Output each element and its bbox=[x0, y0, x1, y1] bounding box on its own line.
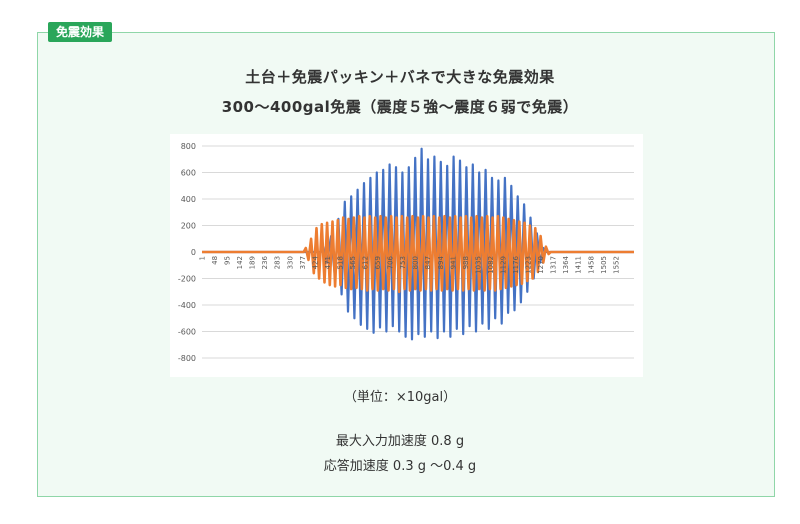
y-tick-label: 200 bbox=[181, 222, 196, 231]
x-tick-label: 1458 bbox=[587, 256, 595, 274]
y-tick-label: -400 bbox=[178, 301, 196, 310]
response-acceleration: 応答加速度 0.3 g 〜0.4 g bbox=[323, 459, 477, 474]
x-tick-label: 330 bbox=[286, 256, 294, 269]
x-tick-label: 95 bbox=[224, 256, 232, 265]
y-tick-label: 0 bbox=[191, 248, 196, 257]
y-tick-label: -800 bbox=[178, 354, 196, 363]
x-tick-label: 894 bbox=[437, 255, 445, 269]
x-tick-label: 1270 bbox=[537, 256, 545, 274]
x-tick-label: 1505 bbox=[600, 256, 608, 274]
acceleration-chart: 800 600 400 200 0 -200 -400 -600 -800 1 48 95 142 18… bbox=[170, 134, 643, 377]
x-tick-label: 1552 bbox=[612, 256, 620, 274]
x-tick-label: 48 bbox=[211, 256, 219, 265]
y-tick-label: 800 bbox=[181, 142, 196, 151]
chart-series bbox=[202, 147, 634, 341]
x-tick-label: 565 bbox=[349, 256, 357, 269]
x-tick-label: 941 bbox=[449, 256, 457, 269]
x-tick-label: 377 bbox=[299, 256, 307, 269]
x-tick-label: 800 bbox=[412, 256, 420, 269]
x-axis: 1 48 95 142 189 236 283 330 377 424 471 518 565 612 65… bbox=[199, 255, 621, 273]
x-tick-label: 706 bbox=[387, 255, 395, 269]
y-tick-label: -600 bbox=[178, 328, 196, 337]
x-tick-label: 1317 bbox=[550, 256, 558, 274]
x-tick-label: 988 bbox=[462, 256, 470, 269]
x-tick-label: 283 bbox=[274, 256, 282, 269]
sub-headline: 300〜400gal免震（震度５強〜震度６弱で免震） bbox=[221, 98, 579, 116]
x-tick-label: 1129 bbox=[500, 256, 508, 274]
x-tick-label: 1411 bbox=[575, 256, 583, 274]
x-tick-label: 753 bbox=[399, 256, 407, 269]
x-tick-label: 659 bbox=[374, 256, 382, 269]
x-tick-label: 1035 bbox=[474, 256, 482, 274]
x-tick-label: 142 bbox=[236, 256, 244, 269]
x-tick-label: 518 bbox=[337, 256, 345, 269]
x-tick-label: 471 bbox=[324, 256, 332, 269]
series-line-1 bbox=[202, 147, 634, 341]
chart-svg: 800 600 400 200 0 -200 -400 -600 -800 1 48 95 142 18… bbox=[178, 142, 634, 363]
unit-note: （単位：×10gal） bbox=[343, 390, 457, 405]
headline: 土台＋免震パッキン＋バネで大きな免震効果 bbox=[245, 68, 555, 86]
x-tick-label: 189 bbox=[249, 256, 257, 269]
y-tick-label: -200 bbox=[178, 275, 196, 284]
section-badge: 免震効果 bbox=[48, 22, 113, 42]
x-tick-label: 1 bbox=[199, 256, 207, 260]
y-tick-label: 600 bbox=[181, 169, 196, 178]
y-tick-label: 400 bbox=[181, 195, 196, 204]
x-tick-label: 1082 bbox=[487, 256, 495, 274]
x-tick-label: 1364 bbox=[562, 255, 570, 273]
x-tick-label: 1176 bbox=[512, 255, 520, 273]
x-tick-label: 847 bbox=[424, 256, 432, 269]
series-line-2 bbox=[202, 214, 634, 294]
max-input-acceleration: 最大入力加速度 0.8 g bbox=[335, 434, 465, 449]
x-tick-label: 1223 bbox=[525, 256, 533, 274]
x-tick-label: 612 bbox=[362, 256, 370, 269]
x-tick-label: 236 bbox=[261, 255, 269, 269]
x-tick-label: 424 bbox=[311, 255, 319, 269]
y-axis: 800 600 400 200 0 -200 -400 -600 -800 bbox=[178, 142, 196, 363]
